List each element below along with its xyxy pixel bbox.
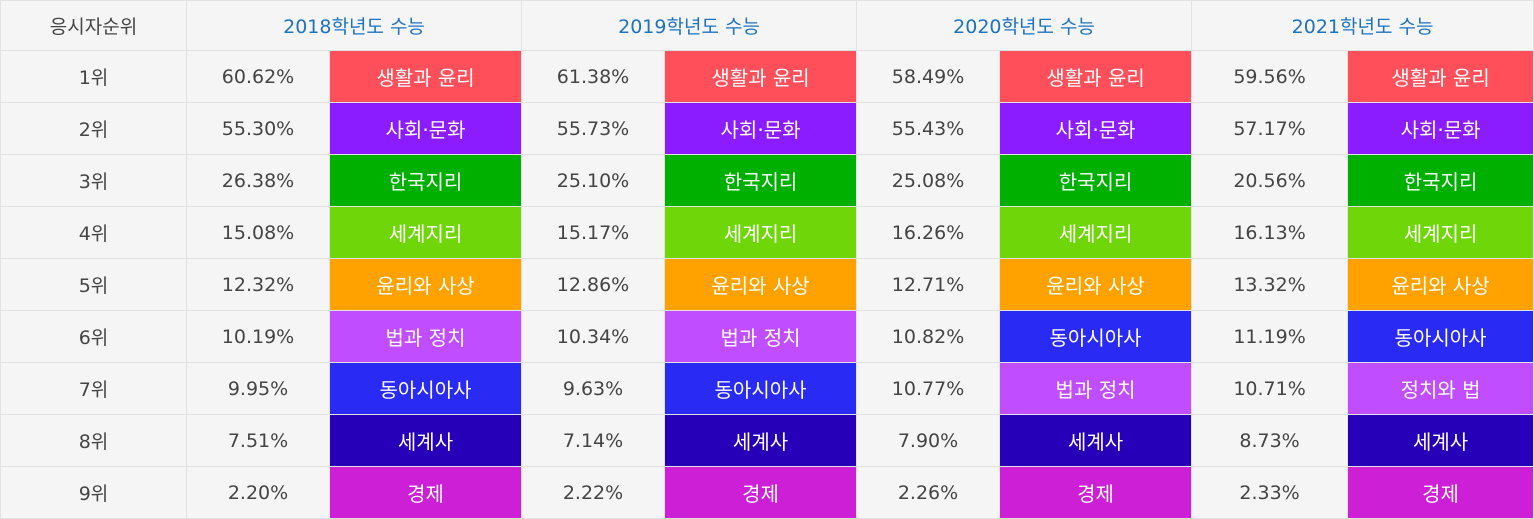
table-row: 8위 7.51% 세계사 7.14% 세계사 7.90% 세계사 8.73% 세계사 — [0, 414, 1534, 467]
subject-cell-2019: 경제 — [664, 466, 858, 519]
percentage-cell-2020: 55.43% — [856, 102, 1001, 155]
subject-cell-2019: 세계사 — [664, 414, 858, 467]
subject-cell-2020: 세계사 — [999, 414, 1193, 467]
subject-cell-2020: 한국지리 — [999, 154, 1193, 207]
percentage-cell-2021: 20.56% — [1191, 154, 1349, 207]
table-row: 4위 15.08% 세계지리 15.17% 세계지리 16.26% 세계지리 16.13% 세계… — [0, 206, 1534, 259]
percentage-cell-2020: 16.26% — [856, 206, 1001, 259]
rank-cell: 2위 — [0, 102, 187, 155]
rank-cell: 6위 — [0, 310, 187, 363]
subject-cell-2021: 정치와 법 — [1347, 362, 1534, 415]
year-header-2018: 2018학년도 수능 — [185, 0, 523, 51]
percentage-cell-2019: 15.17% — [521, 206, 666, 259]
subject-cell-2018: 윤리와 사상 — [328, 258, 523, 311]
percentage-cell-2018: 10.19% — [186, 310, 330, 363]
rank-cell: 5위 — [0, 258, 187, 311]
subject-cell-2018: 생활과 윤리 — [328, 50, 523, 103]
percentage-cell-2019: 55.73% — [521, 102, 666, 155]
subject-cell-2020: 법과 정치 — [999, 362, 1193, 415]
rank-cell: 4위 — [0, 206, 187, 259]
percentage-cell-2018: 15.08% — [186, 206, 330, 259]
percentage-cell-2021: 2.33% — [1191, 466, 1349, 519]
percentage-cell-2021: 13.32% — [1191, 258, 1349, 311]
subject-cell-2021: 세계지리 — [1347, 206, 1534, 259]
percentage-cell-2021: 11.19% — [1191, 310, 1349, 363]
subject-cell-2018: 세계사 — [328, 414, 523, 467]
rank-cell: 8위 — [0, 414, 187, 467]
percentage-cell-2018: 12.32% — [186, 258, 330, 311]
table-row: 1위 60.62% 생활과 윤리 61.38% 생활과 윤리 58.49% 생활과 윤리 59… — [0, 50, 1534, 103]
percentage-cell-2019: 25.10% — [521, 154, 666, 207]
subject-cell-2018: 사회·문화 — [328, 102, 523, 155]
percentage-cell-2018: 7.51% — [186, 414, 330, 467]
subject-cell-2018: 동아시아사 — [328, 362, 523, 415]
subject-cell-2019: 사회·문화 — [664, 102, 858, 155]
subject-cell-2020: 동아시아사 — [999, 310, 1193, 363]
percentage-cell-2018: 2.20% — [186, 466, 330, 519]
percentage-cell-2019: 7.14% — [521, 414, 666, 467]
percentage-cell-2019: 61.38% — [521, 50, 666, 103]
subject-cell-2019: 한국지리 — [664, 154, 858, 207]
subject-cell-2021: 경제 — [1347, 466, 1534, 519]
year-header-2019: 2019학년도 수능 — [521, 0, 858, 51]
percentage-cell-2020: 25.08% — [856, 154, 1001, 207]
subject-cell-2021: 윤리와 사상 — [1347, 258, 1534, 311]
percentage-cell-2021: 16.13% — [1191, 206, 1349, 259]
percentage-cell-2018: 60.62% — [186, 50, 330, 103]
subject-cell-2021: 생활과 윤리 — [1347, 50, 1534, 103]
subject-cell-2019: 동아시아사 — [664, 362, 858, 415]
subject-cell-2018: 한국지리 — [328, 154, 523, 207]
percentage-cell-2020: 10.77% — [856, 362, 1001, 415]
table-body: 1위 60.62% 생활과 윤리 61.38% 생활과 윤리 58.49% 생활과 윤리 59… — [0, 50, 1534, 519]
year-header-2020: 2020학년도 수능 — [856, 0, 1193, 51]
header-row: 응시자순위 2018학년도 수능 2019학년도 수능 2020학년도 수능 2… — [0, 0, 1534, 51]
percentage-cell-2021: 10.71% — [1191, 362, 1349, 415]
percentage-cell-2018: 9.95% — [186, 362, 330, 415]
percentage-cell-2019: 2.22% — [521, 466, 666, 519]
percentage-cell-2020: 7.90% — [856, 414, 1001, 467]
table-row: 6위 10.19% 법과 정치 10.34% 법과 정치 10.82% 동아시아사 11.19… — [0, 310, 1534, 363]
table-row: 2위 55.30% 사회·문화 55.73% 사회·문화 55.43% 사회·문화 57.17… — [0, 102, 1534, 155]
percentage-cell-2021: 57.17% — [1191, 102, 1349, 155]
subject-cell-2018: 법과 정치 — [328, 310, 523, 363]
percentage-cell-2018: 26.38% — [186, 154, 330, 207]
subject-cell-2019: 세계지리 — [664, 206, 858, 259]
year-header-2021: 2021학년도 수능 — [1191, 0, 1534, 51]
rank-cell: 3위 — [0, 154, 187, 207]
subject-cell-2021: 한국지리 — [1347, 154, 1534, 207]
subject-cell-2018: 세계지리 — [328, 206, 523, 259]
subject-cell-2021: 동아시아사 — [1347, 310, 1534, 363]
subject-cell-2018: 경제 — [328, 466, 523, 519]
subject-cell-2020: 경제 — [999, 466, 1193, 519]
rank-cell: 9위 — [0, 466, 187, 519]
percentage-cell-2019: 12.86% — [521, 258, 666, 311]
percentage-cell-2019: 9.63% — [521, 362, 666, 415]
rank-cell: 1위 — [0, 50, 187, 103]
table-row: 3위 26.38% 한국지리 25.10% 한국지리 25.08% 한국지리 20.56% 한국… — [0, 154, 1534, 207]
subject-cell-2019: 생활과 윤리 — [664, 50, 858, 103]
subject-cell-2020: 윤리와 사상 — [999, 258, 1193, 311]
subject-cell-2021: 세계사 — [1347, 414, 1534, 467]
subject-cell-2021: 사회·문화 — [1347, 102, 1534, 155]
percentage-cell-2020: 2.26% — [856, 466, 1001, 519]
percentage-cell-2021: 59.56% — [1191, 50, 1349, 103]
subject-cell-2019: 윤리와 사상 — [664, 258, 858, 311]
percentage-cell-2019: 10.34% — [521, 310, 666, 363]
subject-cell-2020: 사회·문화 — [999, 102, 1193, 155]
rank-column-header: 응시자순위 — [0, 0, 187, 51]
table-row: 7위 9.95% 동아시아사 9.63% 동아시아사 10.77% 법과 정치 10.71% 정… — [0, 362, 1534, 415]
subject-cell-2020: 세계지리 — [999, 206, 1193, 259]
rank-cell: 7위 — [0, 362, 187, 415]
percentage-cell-2020: 12.71% — [856, 258, 1001, 311]
percentage-cell-2021: 8.73% — [1191, 414, 1349, 467]
table-row: 5위 12.32% 윤리와 사상 12.86% 윤리와 사상 12.71% 윤리와 사상 13… — [0, 258, 1534, 311]
percentage-cell-2020: 10.82% — [856, 310, 1001, 363]
subject-cell-2019: 법과 정치 — [664, 310, 858, 363]
percentage-cell-2018: 55.30% — [186, 102, 330, 155]
table-row: 9위 2.20% 경제 2.22% 경제 2.26% 경제 2.33% 경제 — [0, 466, 1534, 519]
subject-cell-2020: 생활과 윤리 — [999, 50, 1193, 103]
percentage-cell-2020: 58.49% — [856, 50, 1001, 103]
